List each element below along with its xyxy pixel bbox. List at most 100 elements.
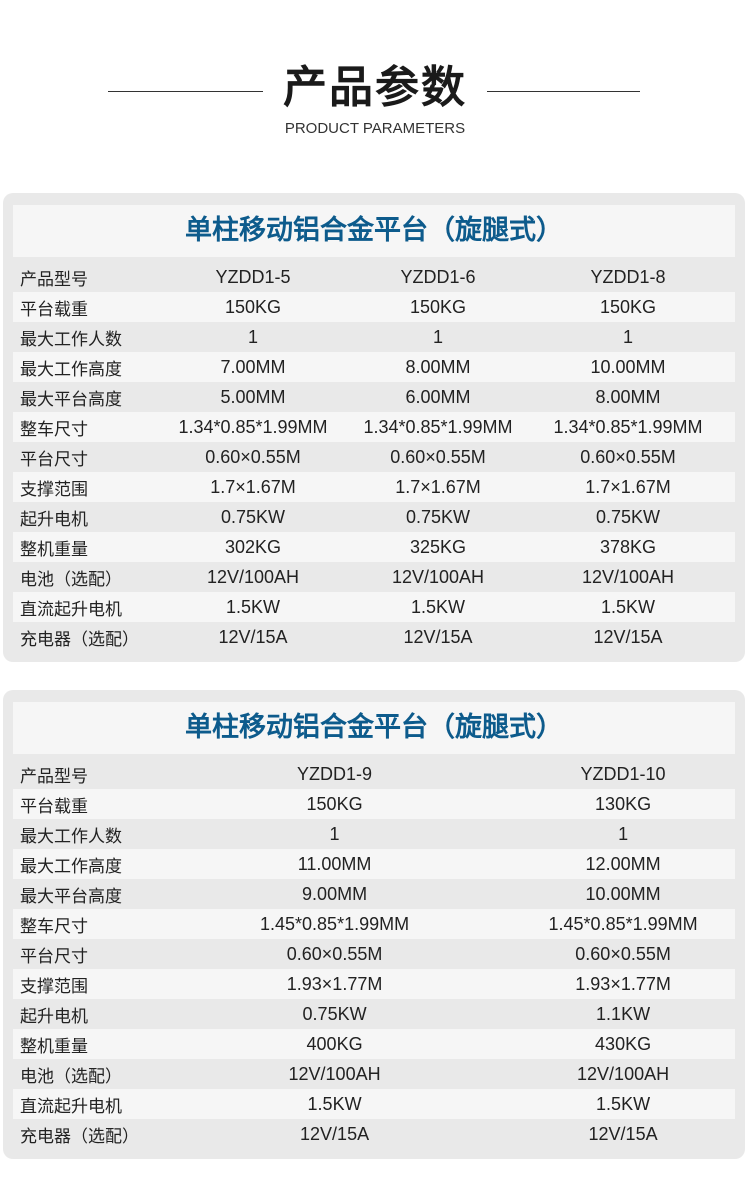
divider-left [108, 91, 263, 92]
spec-table-1: 单柱移动铝合金平台（旋腿式） 产品型号 YZDD1-5 YZDD1-6 YZDD1-8 平… [3, 193, 745, 662]
cell-value: 0.60×0.55M [286, 943, 383, 964]
cell-value: 430KG [595, 1033, 652, 1054]
row-label: 最大工作人数 [20, 826, 122, 847]
cell-value: 1.45*0.85*1.99MM [548, 913, 698, 934]
cell-value: 150KG [409, 296, 467, 317]
cell-value: YZDD1-9 [297, 763, 373, 784]
cell-value: 12V/15A [300, 1123, 370, 1144]
table-row: 最大工作人数 1 1 [13, 819, 735, 849]
row-label: 充电器（选配） [20, 1126, 139, 1147]
table-row: 产品型号 YZDD1-9 YZDD1-10 [13, 759, 735, 789]
row-label: 支撑范围 [20, 479, 88, 500]
divider-right [487, 91, 640, 92]
table-row: 支撑范围 1.7×1.67M 1.7×1.67M 1.7×1.67M [13, 472, 735, 502]
cell-value: YZDD1-8 [590, 266, 666, 287]
table-row: 整机重量 302KG 325KG 378KG [13, 532, 735, 562]
row-label: 平台载重 [20, 299, 88, 320]
cell-value: YZDD1-5 [215, 266, 291, 287]
cell-value: 8.00MM [595, 386, 661, 407]
row-label: 最大平台高度 [20, 389, 122, 410]
cell-value: 12V/100AH [581, 566, 675, 587]
cell-value: YZDD1-10 [580, 763, 666, 784]
cell-value: 1.7×1.67M [585, 476, 671, 497]
cell-value: 12V/15A [588, 1123, 658, 1144]
cell-value: 0.60×0.55M [390, 446, 486, 467]
cell-value: 7.00MM [220, 356, 286, 377]
row-label: 起升电机 [20, 509, 88, 530]
cell-value: 0.60×0.55M [205, 446, 301, 467]
cell-value: 0.75KW [220, 506, 286, 527]
cell-value: 8.00MM [405, 356, 471, 377]
table-row: 产品型号 YZDD1-5 YZDD1-6 YZDD1-8 [13, 262, 735, 292]
cell-value: 378KG [599, 536, 657, 557]
table-row: 电池（选配） 12V/100AH 12V/100AH 12V/100AH [13, 562, 735, 592]
table-row: 电池（选配） 12V/100AH 12V/100AH [13, 1059, 735, 1089]
table-row: 最大平台高度 9.00MM 10.00MM [13, 879, 735, 909]
table-row: 平台尺寸 0.60×0.55M 0.60×0.55M [13, 939, 735, 969]
cell-value: 1 [622, 326, 633, 347]
row-label: 产品型号 [20, 269, 88, 290]
table-row: 最大工作高度 7.00MM 8.00MM 10.00MM [13, 352, 735, 382]
cell-value: 1 [329, 823, 340, 844]
row-label: 直流起升电机 [20, 1096, 122, 1117]
row-label: 产品型号 [20, 766, 88, 787]
row-label: 最大工作高度 [20, 856, 122, 877]
cell-value: 1.5KW [600, 596, 656, 617]
page-title: 产品参数 [283, 62, 467, 113]
row-label: 整机重量 [20, 539, 88, 560]
section-header: 产品参数 PRODUCT PARAMETERS [0, 58, 750, 137]
cell-value: 0.75KW [302, 1003, 367, 1024]
cell-value: 12V/100AH [577, 1063, 670, 1084]
page-subtitle: PRODUCT PARAMETERS [284, 120, 466, 137]
cell-value: 1.34*0.85*1.99MM [553, 416, 703, 437]
cell-value: 0.60×0.55M [575, 943, 671, 964]
cell-value: 1.5KW [225, 596, 281, 617]
cell-value: 9.00MM [302, 883, 368, 904]
cell-value: 1.45*0.85*1.99MM [260, 913, 410, 934]
cell-value: 12V/100AH [206, 566, 300, 587]
cell-value: 11.00MM [297, 853, 372, 874]
cell-value: 10.00MM [585, 883, 661, 904]
cell-value: 302KG [224, 536, 282, 557]
row-label: 整车尺寸 [20, 916, 88, 937]
table-row: 支撑范围 1.93×1.77M 1.93×1.77M [13, 969, 735, 999]
cell-value: 1.34*0.85*1.99MM [178, 416, 328, 437]
cell-value: 12V/15A [403, 626, 473, 647]
table-row: 起升电机 0.75KW 1.1KW [13, 999, 735, 1029]
cell-value: 1.93×1.77M [575, 973, 671, 994]
cell-value: 12V/100AH [288, 1063, 381, 1084]
table-row: 平台载重 150KG 150KG 150KG [13, 292, 735, 322]
cell-value: 325KG [409, 536, 467, 557]
table-row: 整机重量 400KG 430KG [13, 1029, 735, 1059]
row-label: 整机重量 [20, 1036, 88, 1057]
row-label: 最大平台高度 [20, 886, 122, 907]
cell-value: 0.60×0.55M [580, 446, 676, 467]
row-label: 充电器（选配） [20, 629, 139, 650]
cell-value: 0.75KW [405, 506, 471, 527]
cell-value: 1.5KW [307, 1093, 362, 1114]
cell-value: 0.75KW [595, 506, 661, 527]
row-label: 最大工作人数 [20, 329, 122, 350]
table-row: 最大工作高度 11.00MM 12.00MM [13, 849, 735, 879]
cell-value: 5.00MM [220, 386, 286, 407]
table-title: 单柱移动铝合金平台（旋腿式） [13, 205, 735, 257]
table-row: 充电器（选配） 12V/15A 12V/15A [13, 1119, 735, 1149]
cell-value: 1.1KW [596, 1003, 651, 1024]
cell-value: 1 [618, 823, 629, 844]
spec-table-2: 单柱移动铝合金平台（旋腿式） 产品型号 YZDD1-9 YZDD1-10 平台载重 150… [3, 690, 745, 1159]
table-row: 整车尺寸 1.34*0.85*1.99MM 1.34*0.85*1.99MM 1.34… [13, 412, 735, 442]
row-label: 平台尺寸 [20, 449, 88, 470]
cell-value: 1.7×1.67M [210, 476, 296, 497]
cell-value: 1.34*0.85*1.99MM [363, 416, 513, 437]
table-title: 单柱移动铝合金平台（旋腿式） [13, 702, 735, 754]
row-label: 支撑范围 [20, 976, 88, 997]
cell-value: 1.93×1.77M [286, 973, 383, 994]
cell-value: 1 [432, 326, 443, 347]
cell-value: 1.5KW [410, 596, 466, 617]
row-label: 电池（选配） [20, 1066, 122, 1087]
row-label: 平台尺寸 [20, 946, 88, 967]
cell-value: 12V/100AH [391, 566, 485, 587]
table-row: 直流起升电机 1.5KW 1.5KW 1.5KW [13, 592, 735, 622]
table-row: 起升电机 0.75KW 0.75KW 0.75KW [13, 502, 735, 532]
cell-value: 1 [247, 326, 258, 347]
